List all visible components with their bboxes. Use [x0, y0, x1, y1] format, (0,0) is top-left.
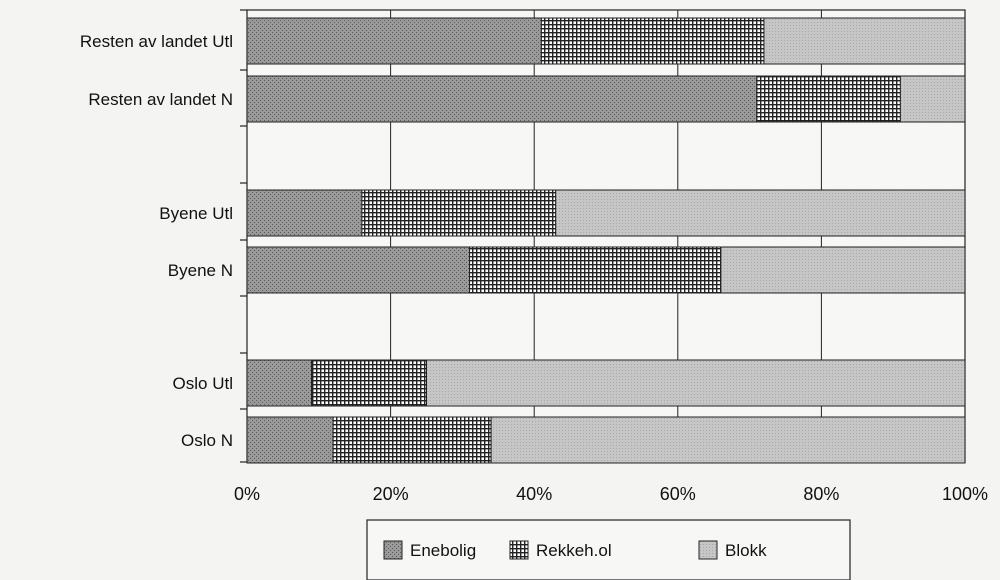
category-label: Oslo N — [181, 431, 233, 450]
bar-segment-enebolig — [246, 246, 471, 294]
legend: Enebolig Rekkeh.ol Blokk — [366, 519, 851, 580]
category-label: Resten av landet Utl — [80, 32, 233, 51]
bar-segment-rekkeh-ol — [756, 75, 901, 123]
x-tick-label: 0% — [234, 484, 260, 504]
legend-swatch-enebolig — [383, 540, 403, 560]
bar-segment-rekkeh-ol — [540, 17, 765, 65]
bar-segment-enebolig — [246, 416, 334, 464]
bar-segment-enebolig — [246, 359, 313, 407]
bar-segment-blokk — [426, 359, 966, 407]
legend-box — [366, 519, 851, 580]
bar-segment-rekkeh-ol — [469, 246, 722, 294]
x-tick-label: 100% — [942, 484, 988, 504]
legend-label: Enebolig — [410, 541, 476, 560]
bar-segment-blokk — [899, 75, 966, 123]
x-tick-label: 80% — [803, 484, 839, 504]
bar-segment-blokk — [720, 246, 966, 294]
category-label: Byene Utl — [159, 204, 233, 223]
bar-segment-rekkeh-ol — [361, 189, 557, 237]
bar-segment-rekkeh-ol — [332, 416, 492, 464]
legend-swatch-rekkeh-ol — [509, 540, 529, 560]
labels-layer: 0% 20% 40% 60% 80% 100% Resten av landet Utl Re… — [80, 32, 988, 504]
category-label: Resten av landet N — [88, 90, 233, 109]
category-label: Oslo Utl — [173, 374, 233, 393]
category-label: Byene N — [168, 261, 233, 280]
x-tick-label: 20% — [373, 484, 409, 504]
bar-segment-blokk — [555, 189, 966, 237]
bar-segment-blokk — [490, 416, 966, 464]
bar-segment-enebolig — [246, 17, 542, 65]
bar-segment-blokk — [763, 17, 966, 65]
bar-segment-enebolig — [246, 189, 363, 237]
legend-swatch-blokk — [698, 540, 718, 560]
legend-label: Blokk — [725, 541, 767, 560]
x-tick-label: 40% — [516, 484, 552, 504]
bar-segment-enebolig — [246, 75, 758, 123]
bars-layer — [246, 17, 966, 464]
legend-label: Rekkeh.ol — [536, 541, 612, 560]
x-tick-label: 60% — [660, 484, 696, 504]
bar-segment-rekkeh-ol — [311, 359, 427, 407]
